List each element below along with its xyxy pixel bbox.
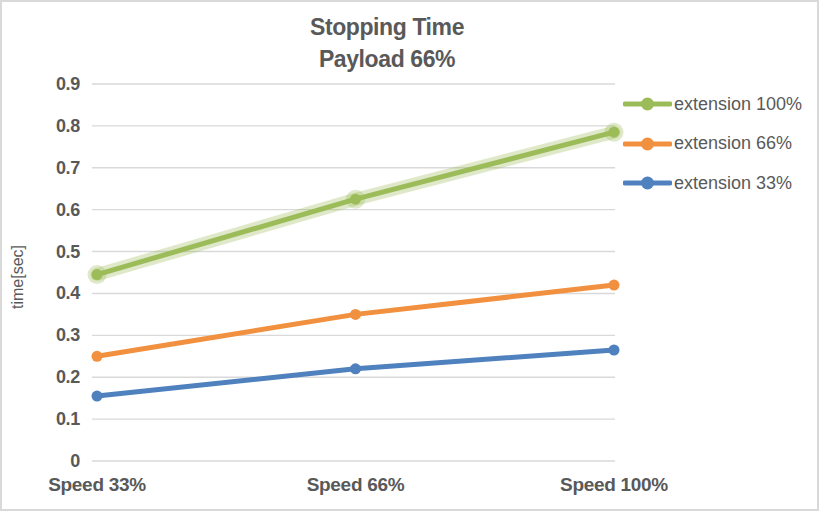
y-tick-label: 0.3 [32,325,80,346]
y-tick-label: 0.7 [32,157,80,178]
series-marker-extension-100- [609,127,620,138]
y-tick-label: 0 [32,451,80,472]
x-tick-label: Speed 100% [529,474,699,496]
series-marker-extension-33- [92,391,103,402]
y-tick-label: 0.1 [32,409,80,430]
y-tick-label: 0.2 [32,367,80,388]
x-tick-label: Speed 66% [271,474,441,496]
x-tick-label: Speed 33% [12,474,182,496]
legend-item-extension-100-: extension 100% [623,92,802,116]
series-marker-extension-33- [609,344,620,355]
y-tick-label: 0.5 [32,241,80,262]
legend-label: extension 33% [674,173,792,194]
legend-label: extension 100% [674,94,802,115]
series-marker-extension-33- [350,363,361,374]
series-line-extension-66- [97,285,614,356]
y-tick-label: 0.9 [32,74,80,95]
legend-item-extension-66-: extension 66% [623,132,792,156]
plot-area [2,2,819,511]
stopping-time-chart: Stopping Time Payload 66% time[sec] 0.90… [0,0,819,511]
y-tick-label: 0.4 [32,283,80,304]
series-marker-extension-66- [350,309,361,320]
series-marker-extension-66- [609,280,620,291]
legend-marker-icon [623,136,672,152]
y-tick-label: 0.6 [32,199,80,220]
series-marker-extension-66- [92,351,103,362]
legend-marker-icon [623,175,672,191]
legend-item-extension-33-: extension 33% [623,171,792,195]
legend-label: extension 66% [674,133,792,154]
series-marker-extension-100- [350,194,361,205]
series-marker-extension-100- [92,269,103,280]
y-tick-label: 0.8 [32,115,80,136]
legend-marker-icon [623,96,672,112]
